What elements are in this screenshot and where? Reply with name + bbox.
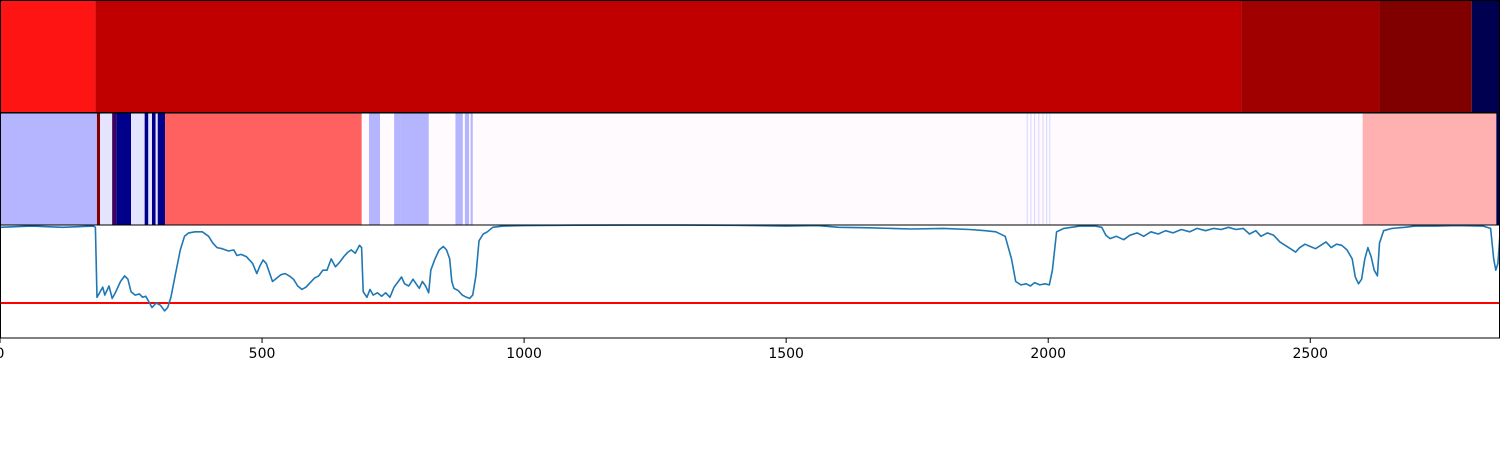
series-line	[0, 224, 1500, 312]
panel-2-segment	[1030, 113, 1032, 225]
panel-2-segment	[394, 113, 401, 225]
panel-2-segment	[116, 113, 132, 225]
panel-2-segment	[148, 113, 152, 225]
panel-2-segment	[0, 113, 97, 225]
panel-2-segment	[155, 113, 158, 225]
panel-2-segments	[0, 113, 1500, 225]
panel-1-segments	[0, 1, 1500, 112]
panel-2-segment	[1362, 113, 1497, 225]
panel-2-segment	[464, 113, 470, 225]
panel-2-segment	[112, 113, 117, 225]
x-axis: 0 500 1000 1500 2000 2500	[0, 338, 1328, 362]
panel-2-segment	[1038, 113, 1040, 225]
panel-2-segment	[1496, 113, 1500, 225]
panel-2-segment	[165, 113, 362, 225]
panel-2-segment	[470, 113, 473, 225]
panel-2-segment	[368, 113, 380, 225]
panel-2-segment	[1042, 113, 1044, 225]
panel-2-segment	[400, 113, 429, 225]
panel-2-segment	[151, 113, 156, 225]
panel-2-segment	[1034, 113, 1036, 225]
panel-1-segment	[95, 1, 1242, 112]
x-tick-label: 0	[0, 346, 4, 362]
panel-2-segment	[1026, 113, 1028, 225]
panel-2-segment	[1046, 113, 1048, 225]
panel-2-segment	[96, 113, 101, 225]
panel-2-segment	[144, 113, 149, 225]
panel-3-frame	[0, 224, 1500, 339]
panel-1-segment	[0, 1, 96, 112]
x-tick-label: 2000	[1030, 346, 1066, 362]
panel-1-segment	[1241, 1, 1380, 112]
panel-1-segment	[1471, 1, 1500, 112]
panel-2-segment	[131, 113, 145, 225]
x-tick-label: 1500	[768, 346, 804, 362]
panel-3-plot	[0, 224, 1500, 312]
panel-2-segment	[100, 113, 113, 225]
panel-2-segment	[455, 113, 463, 225]
panel-2-segment	[1049, 113, 1051, 225]
x-tick-label: 500	[249, 346, 276, 362]
x-tick-label: 2500	[1292, 346, 1328, 362]
x-tick-label: 1000	[506, 346, 542, 362]
panel-1-segment	[1379, 1, 1472, 112]
panel-2-segment	[157, 113, 166, 225]
